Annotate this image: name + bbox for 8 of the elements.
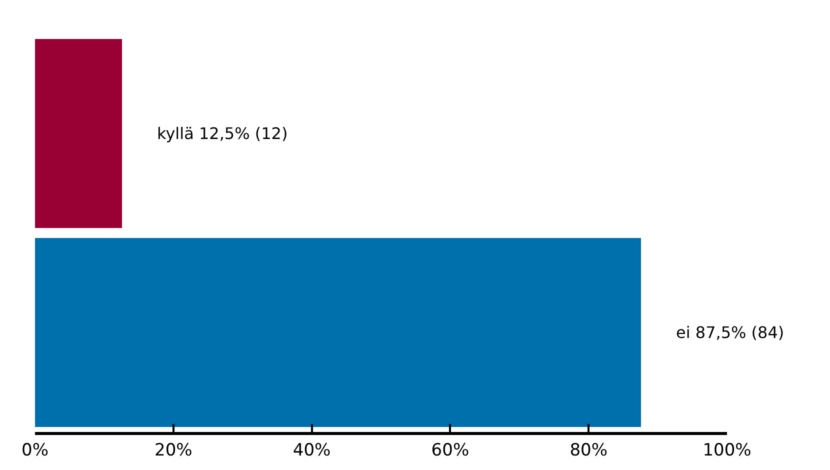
x-tick-label: 80% <box>570 440 608 460</box>
data-label: kyllä 12,5% (12) <box>125 124 288 143</box>
x-tick-label: 40% <box>292 440 331 460</box>
x-tick-label: 100% <box>702 440 752 460</box>
data-label: ei 87,5% (84) <box>644 323 784 342</box>
x-tick-label: 60% <box>431 440 470 460</box>
x-tick-label: 20% <box>154 440 192 460</box>
x-tick-label: 0% <box>22 440 48 460</box>
